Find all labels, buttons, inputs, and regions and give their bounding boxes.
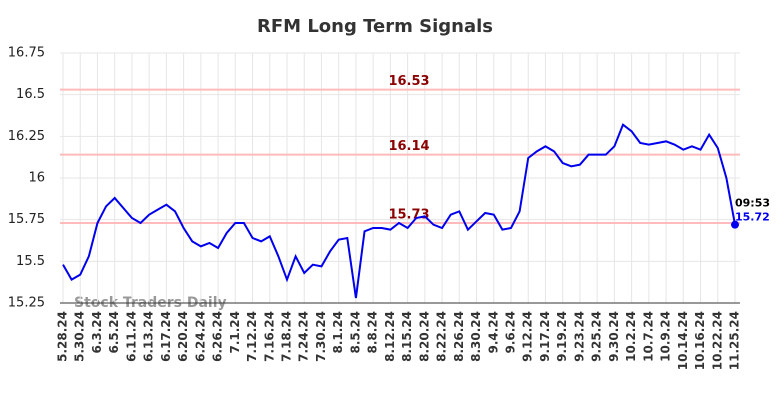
reference-label: 16.14 <box>388 139 429 154</box>
x-tick-label: 10.16.24 <box>693 311 707 370</box>
y-tick-label: 16 <box>28 171 45 186</box>
y-tick-label: 15.25 <box>8 296 45 311</box>
x-tick-label: 10.9.24 <box>659 311 673 362</box>
x-tick-label: 6.5.24 <box>107 311 121 354</box>
x-tick-label: 8.22.24 <box>435 311 449 362</box>
x-tick-label: 6.3.24 <box>90 311 104 354</box>
x-tick-label: 7.16.24 <box>262 311 276 362</box>
x-tick-label: 8.8.24 <box>366 311 380 354</box>
y-tick-label: 15.5 <box>16 254 45 269</box>
x-tick-label: 8.5.24 <box>348 311 362 354</box>
x-tick-label: 11.25.24 <box>728 311 742 370</box>
x-tick-label: 7.12.24 <box>245 311 259 362</box>
x-tick-label: 9.23.24 <box>572 311 586 362</box>
x-tick-label: 9.17.24 <box>538 311 552 362</box>
x-tick-label: 9.30.24 <box>607 311 621 362</box>
x-tick-label: 10.14.24 <box>676 311 690 370</box>
x-tick-label: 7.1.24 <box>228 311 242 354</box>
x-tick-label: 6.13.24 <box>142 311 156 362</box>
last-time-label: 09:53 <box>735 197 770 210</box>
x-tick-label: 6.17.24 <box>159 311 173 362</box>
reference-label: 15.73 <box>388 208 429 223</box>
y-tick-label: 16.25 <box>8 129 45 144</box>
x-tick-label: 6.20.24 <box>176 311 190 362</box>
y-tick-label: 15.75 <box>8 212 45 227</box>
x-tick-label: 7.24.24 <box>297 311 311 362</box>
last-point <box>731 220 739 229</box>
x-tick-label: 5.30.24 <box>73 311 87 362</box>
x-tick-label: 10.2.24 <box>624 311 638 362</box>
last-value-label: 15.72 <box>735 211 770 224</box>
x-tick-label: 10.7.24 <box>641 311 655 362</box>
x-tick-label: 7.30.24 <box>314 311 328 362</box>
x-tick-label: 8.1.24 <box>331 311 345 354</box>
x-tick-label: 5.28.24 <box>56 311 70 362</box>
x-tick-label: 6.11.24 <box>124 311 138 362</box>
x-tick-label: 8.15.24 <box>400 311 414 362</box>
chart-title: RFM Long Term Signals <box>257 16 493 37</box>
x-tick-label: 8.20.24 <box>417 311 431 362</box>
x-tick-label: 6.26.24 <box>211 311 225 362</box>
x-tick-label: 9.4.24 <box>486 311 500 354</box>
x-tick-label: 9.25.24 <box>590 311 604 362</box>
x-tick-label: 9.19.24 <box>555 311 569 362</box>
x-tick-label: 7.18.24 <box>280 311 294 362</box>
series-line <box>62 123 736 299</box>
reference-label: 16.53 <box>388 74 429 89</box>
y-tick-label: 16.75 <box>8 46 45 61</box>
x-tick-label: 6.24.24 <box>193 311 207 362</box>
x-tick-label: 8.30.24 <box>469 311 483 362</box>
x-tick-label: 8.26.24 <box>452 311 466 362</box>
x-tick-label: 8.12.24 <box>383 311 397 362</box>
x-tick-label: 10.22.24 <box>710 311 724 370</box>
x-tick-label: 9.6.24 <box>504 311 518 354</box>
y-tick-label: 16.5 <box>16 87 45 102</box>
x-tick-label: 9.12.24 <box>521 311 535 362</box>
